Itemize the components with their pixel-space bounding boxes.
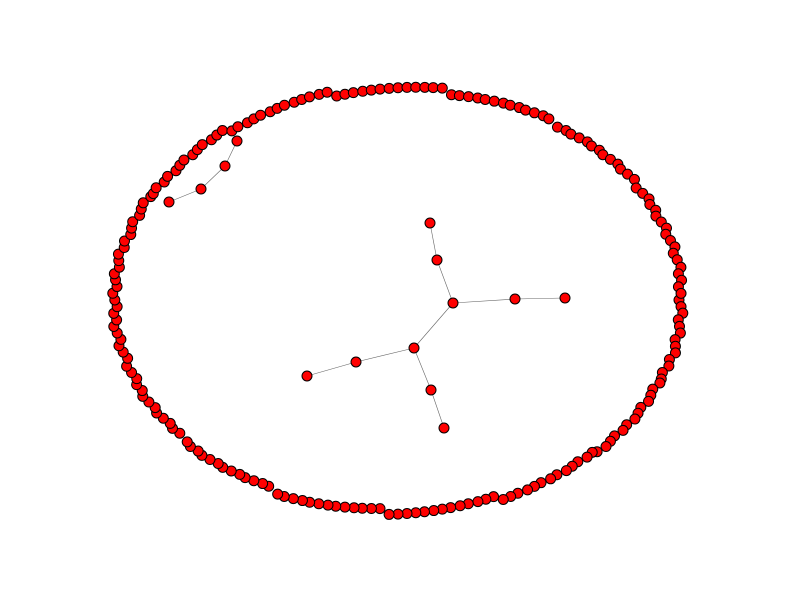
ring-node <box>255 109 267 121</box>
chain-node <box>231 135 243 147</box>
ring-node <box>479 93 491 105</box>
ring-node <box>339 501 351 513</box>
ring-node <box>232 121 244 133</box>
ring-node <box>675 287 687 299</box>
ring-node <box>313 498 325 510</box>
ring-node <box>322 499 334 511</box>
ring-node <box>545 473 557 485</box>
tree-node <box>424 217 436 229</box>
ring-node <box>629 413 641 425</box>
ring-node <box>347 87 359 99</box>
tree-edge <box>436 259 454 304</box>
tree-node <box>559 292 571 304</box>
tree-node <box>301 370 313 382</box>
ring-node <box>617 424 629 436</box>
tree-edge <box>430 389 445 429</box>
ring-node <box>488 95 500 107</box>
ring-node <box>427 82 439 94</box>
ring-node <box>497 493 509 505</box>
ring-node <box>150 182 162 194</box>
ring-node <box>162 170 174 182</box>
ring-node <box>383 508 395 520</box>
ring-node <box>428 505 440 517</box>
chain-edge <box>200 165 226 190</box>
ring-node <box>348 502 360 514</box>
ring-node <box>272 488 284 500</box>
tree-edge <box>413 347 432 391</box>
ring-node <box>178 154 190 166</box>
ring-node <box>137 197 149 209</box>
ring-node <box>392 82 404 94</box>
ring-node <box>453 90 465 102</box>
ring-node <box>522 484 534 496</box>
graph-edges <box>168 140 566 429</box>
ring-node <box>643 395 655 407</box>
ring-node <box>303 91 315 103</box>
ring-node <box>472 496 484 508</box>
tree-node <box>509 293 521 305</box>
ring-node <box>663 360 675 372</box>
ring-node <box>216 124 228 136</box>
ring-node <box>543 113 555 125</box>
ring-node <box>463 91 475 103</box>
chain-node <box>195 183 207 195</box>
ring-node <box>321 86 333 98</box>
tree-node <box>408 342 420 354</box>
tree-node <box>425 384 437 396</box>
ring-node <box>401 508 413 520</box>
tree-edge <box>355 347 415 363</box>
tree-edge <box>306 361 357 377</box>
chain-node <box>163 196 175 208</box>
ring-node <box>436 82 448 94</box>
chain-node <box>219 160 231 172</box>
ring-node <box>278 99 290 111</box>
ring-node <box>410 81 422 93</box>
tree-edge <box>413 302 454 349</box>
ring-node <box>374 83 386 95</box>
ring-node <box>560 465 572 477</box>
ring-node <box>454 500 466 512</box>
ring-node <box>654 377 666 389</box>
ring-node <box>581 451 593 463</box>
ring-node <box>181 436 193 448</box>
ring-node <box>504 99 516 111</box>
ring-node <box>365 503 377 515</box>
ring-node <box>296 495 308 507</box>
chain-edge <box>168 188 202 203</box>
tree-edge <box>429 222 438 261</box>
tree-node <box>438 422 450 434</box>
ring-node <box>196 139 208 151</box>
ring-node <box>287 493 299 505</box>
graph-nodes <box>107 81 689 520</box>
tree-node <box>350 356 362 368</box>
ring-node <box>600 441 612 453</box>
tree-node <box>447 297 459 309</box>
ring-node <box>127 216 139 228</box>
tree-edge <box>514 297 566 300</box>
tree-node <box>431 254 443 266</box>
tree-edge <box>452 298 516 304</box>
